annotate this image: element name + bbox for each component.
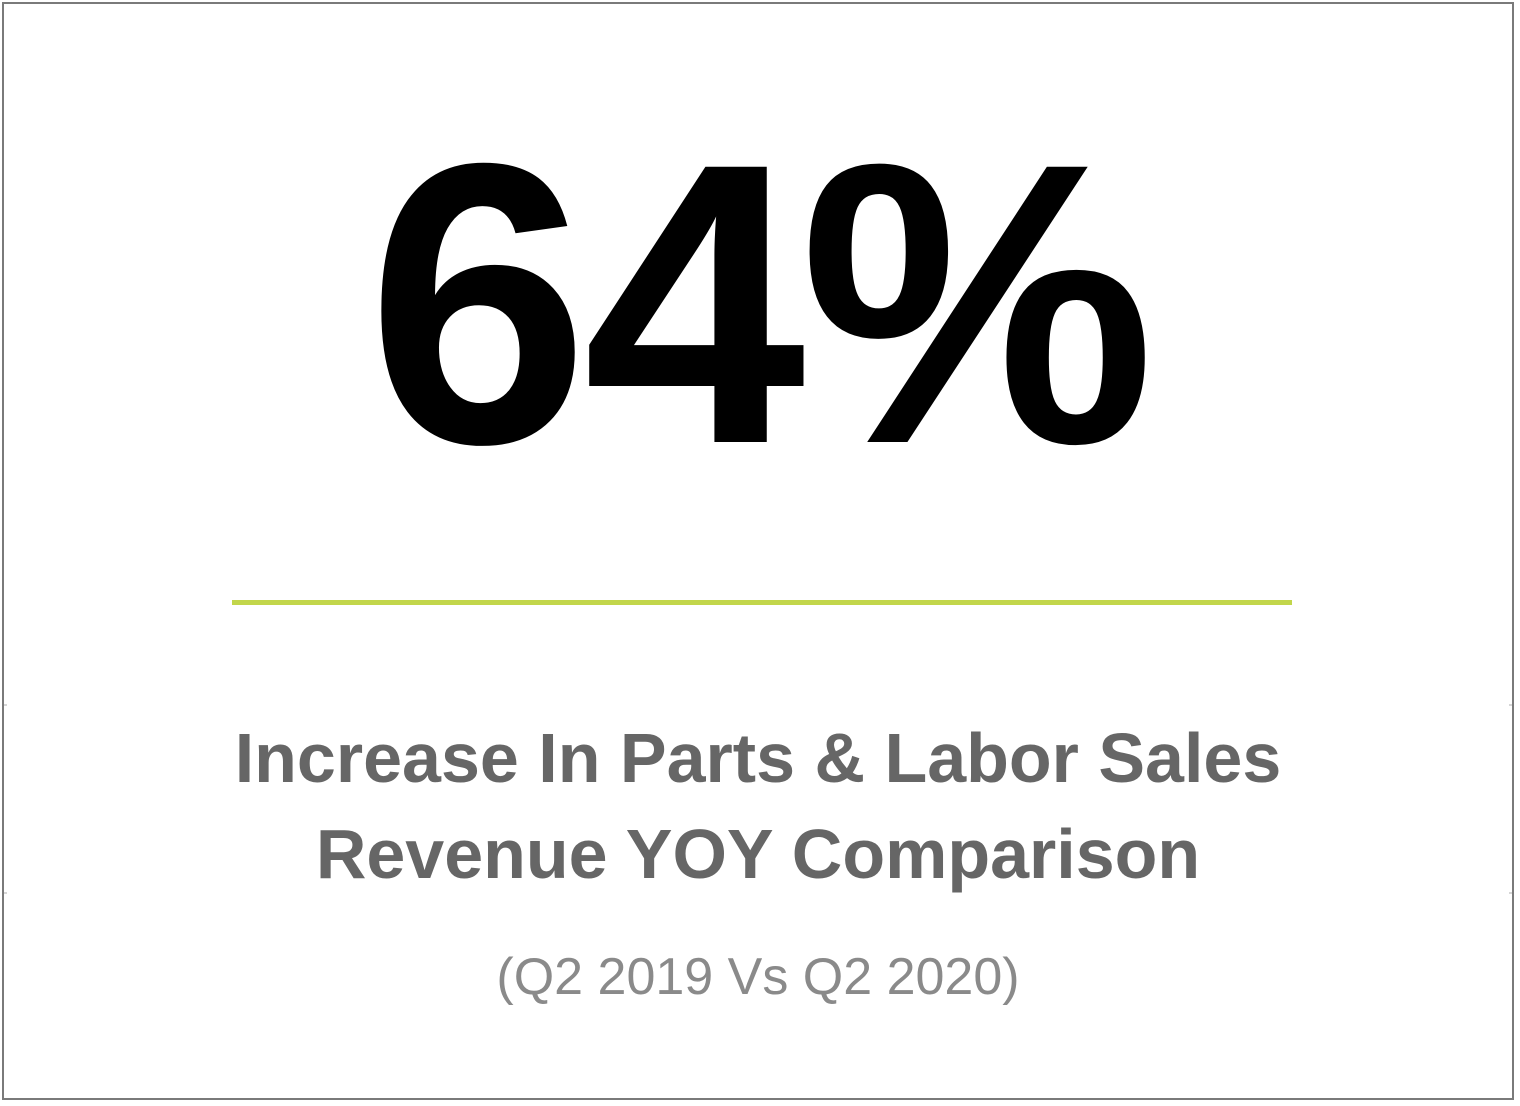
edge-mark bbox=[1509, 892, 1512, 894]
edge-mark bbox=[4, 704, 7, 706]
headline-line-2: Revenue YOY Comparison bbox=[315, 815, 1201, 893]
edge-mark bbox=[1509, 704, 1512, 706]
edge-mark bbox=[4, 892, 7, 894]
stat-headline: Increase In Parts & Labor Sales Revenue … bbox=[4, 710, 1512, 902]
comparison-period: (Q2 2019 Vs Q2 2020) bbox=[496, 948, 1020, 1006]
headline-line-1: Increase In Parts & Labor Sales bbox=[234, 719, 1282, 797]
stat-value: 64% bbox=[366, 80, 1156, 527]
accent-divider bbox=[232, 600, 1292, 605]
